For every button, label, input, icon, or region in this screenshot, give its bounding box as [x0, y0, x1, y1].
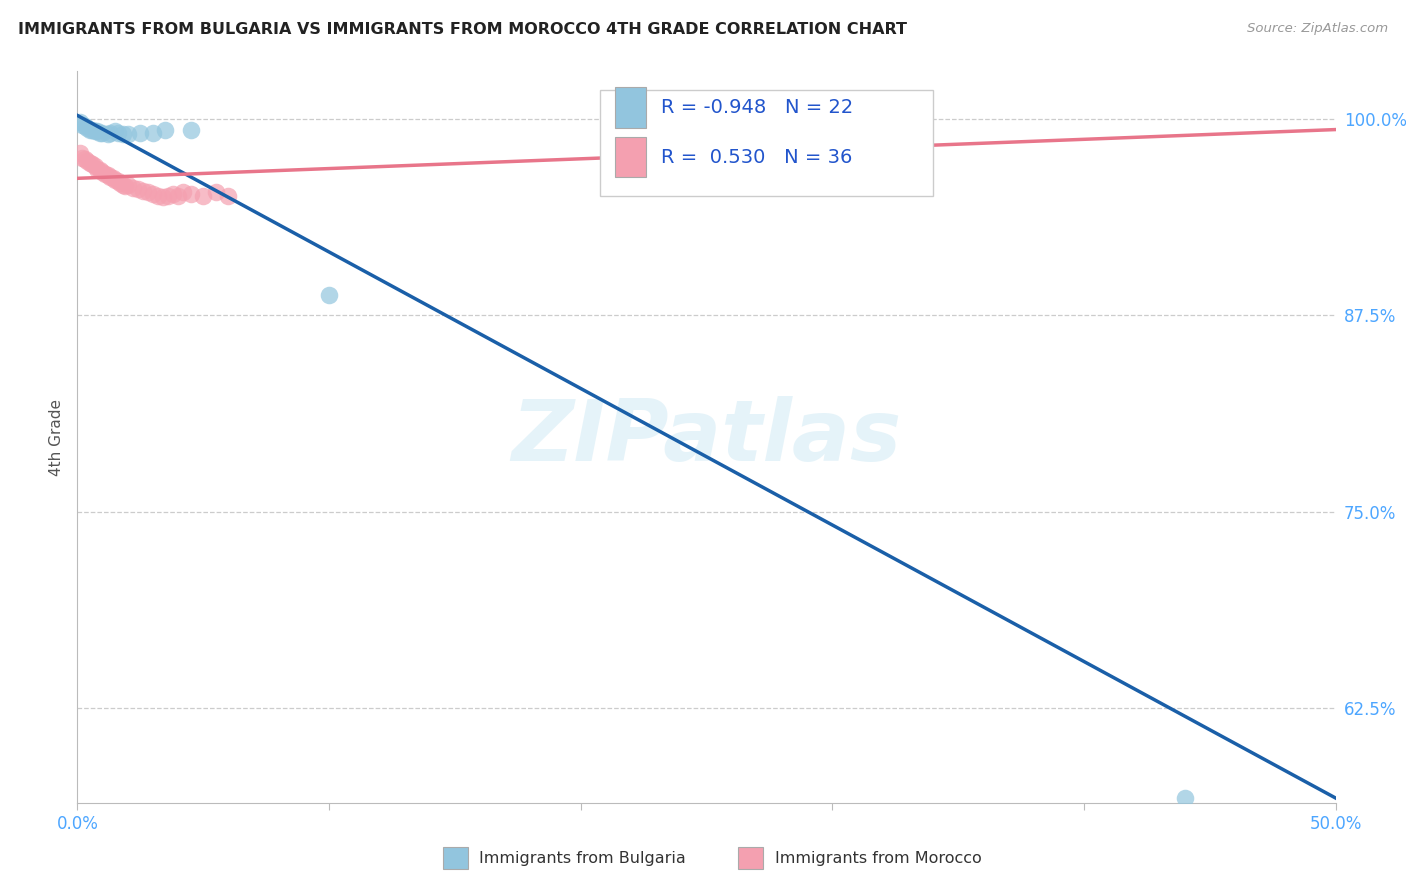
Y-axis label: 4th Grade: 4th Grade [49, 399, 65, 475]
Point [84, 159, 107, 173]
Bar [738, 847, 763, 869]
Point [121, 180, 143, 194]
FancyBboxPatch shape [599, 90, 934, 195]
Text: R = -0.948   N = 22: R = -0.948 N = 22 [661, 98, 853, 117]
Point [91, 126, 114, 140]
Point [73, 120, 96, 134]
Text: Immigrants from Morocco: Immigrants from Morocco [775, 851, 981, 865]
Point [111, 178, 134, 192]
Text: IMMIGRANTS FROM BULGARIA VS IMMIGRANTS FROM MOROCCO 4TH GRADE CORRELATION CHART: IMMIGRANTS FROM BULGARIA VS IMMIGRANTS F… [18, 22, 907, 37]
Point [142, 187, 165, 202]
Point [84, 124, 107, 138]
Point [1174, 791, 1197, 805]
Point [318, 287, 340, 301]
Point [117, 178, 139, 192]
Point [104, 173, 127, 187]
Point [129, 126, 152, 140]
Point [89, 163, 111, 178]
Text: Immigrants from Bulgaria: Immigrants from Bulgaria [479, 851, 686, 865]
Point [167, 188, 190, 202]
Point [91, 165, 114, 179]
Point [104, 124, 127, 138]
Point [111, 128, 134, 142]
Point [217, 188, 239, 202]
Bar [614, 87, 647, 128]
Text: R =  0.530   N = 36: R = 0.530 N = 36 [661, 148, 852, 167]
Point [72, 151, 94, 165]
Point [156, 188, 179, 202]
Point [107, 126, 129, 140]
Point [136, 186, 159, 200]
Point [191, 188, 215, 202]
Point [162, 187, 184, 202]
Point [180, 187, 202, 202]
Point [82, 122, 104, 136]
Point [114, 179, 136, 194]
Point [132, 184, 155, 198]
Point [152, 190, 174, 204]
Point [76, 154, 98, 169]
Point [107, 174, 129, 188]
Point [79, 122, 101, 136]
Point [72, 118, 94, 132]
Point [101, 171, 124, 186]
Point [127, 182, 149, 196]
Point [117, 128, 139, 142]
Bar [443, 847, 468, 869]
Point [146, 188, 169, 202]
Point [96, 168, 118, 182]
Point [94, 167, 117, 181]
Point [76, 120, 98, 135]
Point [69, 114, 91, 128]
Point [86, 161, 108, 176]
Point [79, 155, 101, 169]
Point [69, 146, 91, 161]
Point [142, 126, 165, 140]
Bar [614, 137, 647, 178]
Point [172, 186, 194, 200]
Point [86, 124, 108, 138]
Point [98, 126, 121, 140]
Point [73, 153, 96, 167]
Point [783, 122, 806, 136]
Text: Source: ZipAtlas.com: Source: ZipAtlas.com [1247, 22, 1388, 36]
Text: ZIPatlas: ZIPatlas [512, 395, 901, 479]
Point [204, 186, 226, 200]
Point [108, 176, 131, 190]
Point [89, 126, 111, 140]
Point [96, 128, 118, 142]
Point [98, 169, 121, 184]
Point [82, 157, 104, 171]
Point [180, 122, 202, 136]
Point [155, 122, 177, 136]
